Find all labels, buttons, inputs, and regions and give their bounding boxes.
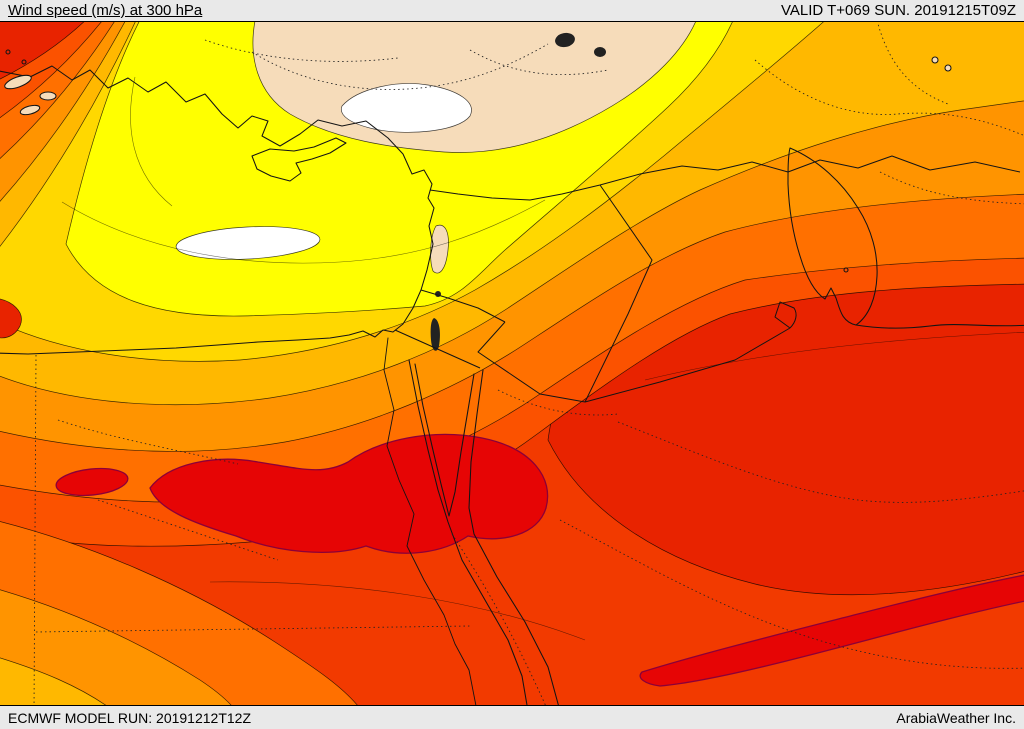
- saudi-region-line-1: [617, 421, 1024, 503]
- map-canvas: [0, 22, 1024, 705]
- egypt-desert-line-2: [97, 499, 279, 561]
- wind-bands: [0, 22, 1024, 705]
- band-white-minimum-1: [340, 83, 472, 133]
- band-corner-red-core: [0, 22, 85, 80]
- egypt-desert-line-1: [57, 419, 239, 465]
- jordan-desert-line: [497, 389, 619, 416]
- band-cream-lebanon: [430, 224, 449, 274]
- aegean-island-1: [4, 74, 32, 90]
- red-sea-west-shore: [408, 359, 528, 705]
- footer-bar: ECMWF MODEL RUN: 20191212T12Z ArabiaWeat…: [0, 705, 1024, 729]
- max-wind-core-west: [55, 467, 129, 497]
- band-west-edge-red-patch: [0, 298, 22, 339]
- iran-region-line-3: [879, 171, 1024, 205]
- aegean-island-3: [19, 104, 41, 116]
- aegean-islet-2: [21, 59, 27, 65]
- credit-label: ArabiaWeather Inc.: [896, 709, 1016, 726]
- band-white-minimum-2: [175, 226, 321, 260]
- red-sea-median-line: [451, 533, 546, 705]
- coastlines: [0, 49, 1024, 705]
- anatolia-lakelet-1: [931, 56, 939, 64]
- max-wind-streak-southeast: [639, 574, 1024, 687]
- saudi-region-line-2: [559, 519, 1024, 669]
- bahrain-island: [843, 267, 849, 273]
- lake-urmia: [594, 47, 606, 57]
- persian-gulf-outline: [787, 147, 878, 326]
- nile-river: [383, 337, 477, 705]
- border-syria-iraq: [584, 184, 653, 403]
- border-turkey-syria-iraq-iran: [429, 155, 1021, 201]
- lakes: [430, 32, 606, 351]
- sinai-peninsula-shore: [414, 363, 475, 517]
- border-kuwait: [774, 301, 797, 329]
- border-egypt-libya: [33, 354, 37, 705]
- valid-time-label: VALID T+069 SUN. 20191215T09Z: [780, 2, 1016, 19]
- red-sea-east-shore: [468, 369, 559, 705]
- map-title: Wind speed (m/s) at 300 hPa: [8, 2, 203, 19]
- wind-speed-map: [0, 22, 1024, 705]
- aegean-island-2: [39, 91, 57, 101]
- mediterranean-coastline: [0, 65, 435, 355]
- band-sw-wedge-orange: [0, 589, 232, 705]
- header-bar: Wind speed (m/s) at 300 hPa VALID T+069 …: [0, 0, 1024, 22]
- iran-region-line-2: [877, 22, 949, 105]
- country-borders: [394, 155, 1021, 403]
- border-jordan-saudi: [477, 321, 586, 403]
- lake-van: [555, 32, 575, 48]
- dead-sea: [430, 318, 440, 351]
- extra-isotachs: [61, 76, 1024, 641]
- cyprus-island: [251, 137, 347, 182]
- border-egypt-israel: [394, 329, 481, 369]
- gulf-south-coast: [855, 324, 1024, 329]
- admin-borders-dotted: [33, 22, 1024, 705]
- aegean-islet-1: [5, 49, 11, 55]
- border-syria-jordan: [420, 289, 506, 323]
- anatolia-lakelet-2: [944, 64, 952, 72]
- model-run-label: ECMWF MODEL RUN: 20191212T12Z: [8, 709, 251, 726]
- border-egypt-sudan: [35, 625, 471, 633]
- border-iraq-saudi: [584, 327, 791, 403]
- band-sw-wedge-amber: [0, 657, 107, 705]
- turkey-region-line-1: [204, 39, 399, 62]
